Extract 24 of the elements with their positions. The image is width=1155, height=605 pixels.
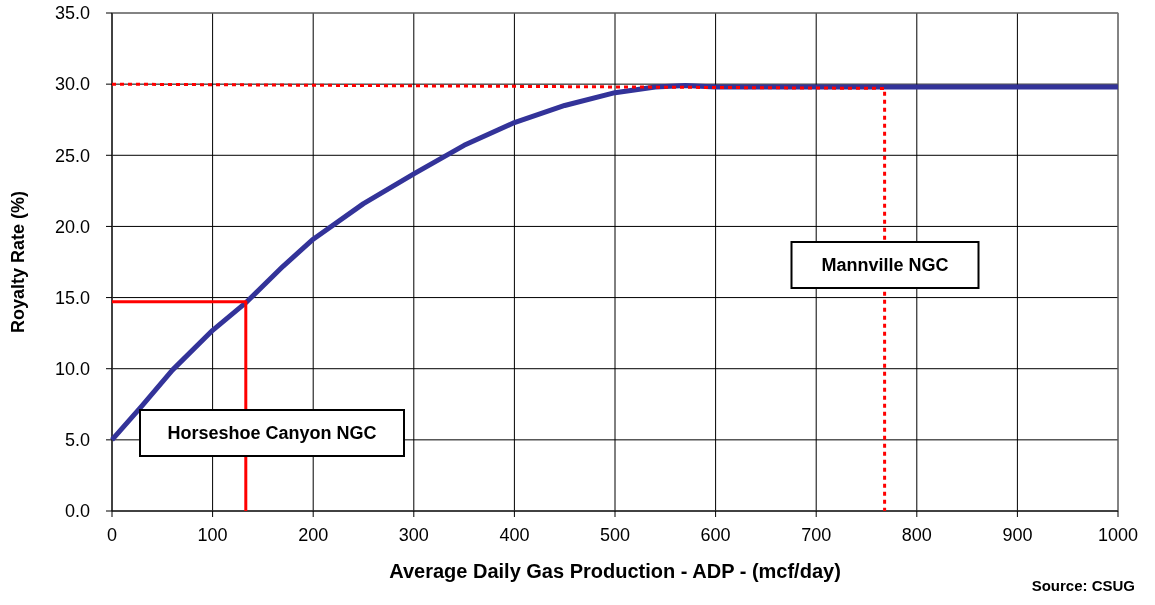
- y-tick-label: 25.0: [54, 145, 90, 166]
- annotation: Horseshoe Canyon NGC: [167, 423, 377, 444]
- y-tick-label: 15.0: [54, 287, 90, 308]
- x-tick-label: 900: [1002, 525, 1033, 545]
- x-axis-title: Average Daily Gas Production - ADP - (mcf/day): [389, 560, 841, 582]
- y-tick-label: 10.0: [54, 359, 90, 380]
- x-tick-label: 200: [298, 525, 329, 545]
- x-tick-label: 700: [801, 525, 832, 545]
- x-tick-label: 0: [106, 525, 118, 545]
- x-tick-label: 100: [197, 525, 228, 545]
- x-tick-label: 1000: [1097, 525, 1139, 545]
- x-tick-label: 400: [499, 525, 530, 545]
- y-tick-label: 5.0: [64, 430, 90, 451]
- x-tick-label: 300: [398, 525, 429, 545]
- y-tick-label: 0.0: [64, 501, 90, 522]
- y-tick-label: 20.0: [54, 216, 90, 237]
- y-tick-label: 35.0: [54, 3, 90, 24]
- annotation: Mannville NGC: [821, 255, 949, 276]
- x-tick-label: 500: [599, 525, 631, 545]
- x-tick-label: 800: [901, 525, 932, 545]
- source-note: Source: CSUG: [1031, 577, 1135, 594]
- x-tick-label: 600: [700, 525, 731, 545]
- y-tick-label: 30.0: [54, 74, 90, 95]
- y-axis-title: Royalty Rate (%): [8, 190, 28, 334]
